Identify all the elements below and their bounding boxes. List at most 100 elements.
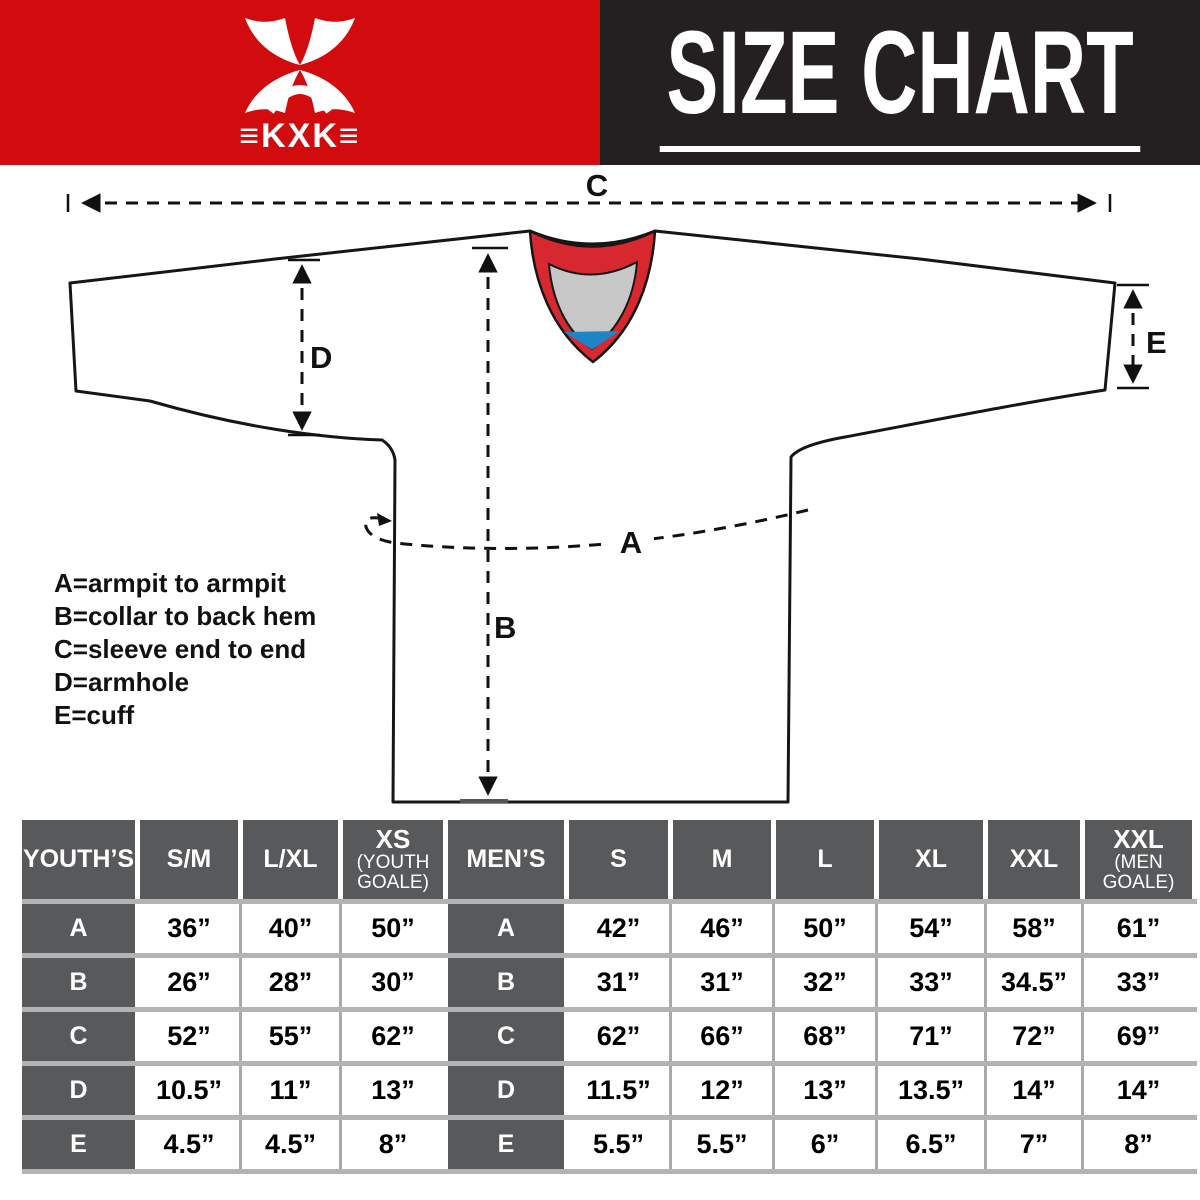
col-header-xl: XL <box>879 820 983 899</box>
col-header-m: M <box>673 820 771 899</box>
measurement-legend: A=armpit to armpit B=collar to back hem … <box>54 567 316 732</box>
a-girth-curve <box>364 508 809 550</box>
cell-value: 11.5” <box>569 1066 668 1115</box>
cell-value: 36” <box>140 904 238 953</box>
row-label: E <box>22 1120 135 1169</box>
cell-value: 52” <box>140 1012 238 1061</box>
cell-value: 5.5” <box>669 1120 771 1169</box>
table-row: C 52” 55” 62” C 62” 66” 68” 71” 72” 69” <box>22 1012 1197 1061</box>
cell-value: 54” <box>875 904 983 953</box>
cell-value: 50” <box>339 904 443 953</box>
row-label: C <box>22 1012 135 1061</box>
cell-value: 31” <box>569 958 668 1007</box>
d-label: D <box>310 340 332 375</box>
cell-value: 68” <box>772 1012 874 1061</box>
cell-value: 8” <box>1081 1120 1192 1169</box>
col-header-s: S <box>569 820 668 899</box>
cell-value: 10.5” <box>140 1066 238 1115</box>
cell-value: 14” <box>1081 1066 1192 1115</box>
cell-value: 14” <box>984 1066 1080 1115</box>
cell-value: 6” <box>772 1120 874 1169</box>
cell-value: 4.5” <box>140 1120 238 1169</box>
cell-value: 8” <box>339 1120 443 1169</box>
legend-line-a: A=armpit to armpit <box>54 568 286 598</box>
cell-value: 34.5” <box>984 958 1080 1007</box>
cell-value: 32” <box>772 958 874 1007</box>
row-separator <box>22 1061 1197 1066</box>
e-label: E <box>1146 325 1167 360</box>
table-row: A 36” 40” 50” A 42” 46” 50” 54” 58” 61” <box>22 904 1197 953</box>
cell-value: 30” <box>339 958 443 1007</box>
col-header-xxl: XXL <box>988 820 1080 899</box>
cell-value: 13.5” <box>875 1066 983 1115</box>
cell-value: 13” <box>339 1066 443 1115</box>
row-label: E <box>448 1120 564 1169</box>
brand-panel: ≡KXK≡ <box>0 0 600 165</box>
cell-value: 66” <box>669 1012 771 1061</box>
col-header-xxl-men-goalie: XXL (MEN GOALE) <box>1085 820 1192 899</box>
row-label: D <box>448 1066 564 1115</box>
cell-value: 69” <box>1081 1012 1192 1061</box>
cell-value: 62” <box>339 1012 443 1061</box>
cell-value: 55” <box>239 1012 338 1061</box>
jersey-drawing: C D B E A <box>66 168 1167 804</box>
cell-value: 13” <box>772 1066 874 1115</box>
row-label: D <box>22 1066 135 1115</box>
cell-value: 4.5” <box>239 1120 338 1169</box>
table-header-row: YOUTH’S S/M L/XL XS (YOUTH GOALE) MEN’S … <box>22 820 1197 899</box>
row-separator <box>22 899 1197 904</box>
cell-value: 5.5” <box>569 1120 668 1169</box>
cell-value: 61” <box>1081 904 1192 953</box>
kxk-logo-icon <box>245 17 355 114</box>
cell-value: 28” <box>239 958 338 1007</box>
cell-value: 40” <box>239 904 338 953</box>
col-header-lxl: L/XL <box>243 820 338 899</box>
table-row: D 10.5” 11” 13” D 11.5” 12” 13” 13.5” 14… <box>22 1066 1197 1115</box>
cell-value: 42” <box>569 904 668 953</box>
cell-value: 58” <box>984 904 1080 953</box>
table-row: B 26” 28” 30” B 31” 31” 32” 33” 34.5” 33… <box>22 958 1197 1007</box>
page-header: ≡KXK≡ SIZE CHART <box>0 0 1200 165</box>
col-header-l: L <box>776 820 874 899</box>
brand-wordmark: ≡KXK≡ <box>239 116 361 155</box>
row-separator <box>22 1115 1197 1120</box>
cell-value: 31” <box>669 958 771 1007</box>
col-header-mens: MEN’S <box>448 820 564 899</box>
c-label: C <box>586 168 608 203</box>
legend-line-d: D=armhole <box>54 667 190 697</box>
jersey-diagram: C D B E A <box>0 165 1200 820</box>
row-separator <box>22 1169 1197 1174</box>
title-panel: SIZE CHART <box>600 0 1200 165</box>
cell-value: 6.5” <box>875 1120 983 1169</box>
col-header-youths: YOUTH’S <box>22 820 135 899</box>
legend-line-e: E=cuff <box>54 700 135 730</box>
row-label: B <box>448 958 564 1007</box>
cell-value: 7” <box>984 1120 1080 1169</box>
size-table: YOUTH’S S/M L/XL XS (YOUTH GOALE) MEN’S … <box>22 820 1197 1174</box>
cell-value: 26” <box>140 958 238 1007</box>
legend-line-b: B=collar to back hem <box>54 601 317 631</box>
cell-value: 62” <box>569 1012 668 1061</box>
cell-value: 11” <box>239 1066 338 1115</box>
legend-line-c: C=sleeve end to end <box>54 634 307 664</box>
cell-value: 46” <box>669 904 771 953</box>
collar-inner-gray <box>547 260 639 351</box>
cell-value: 33” <box>875 958 983 1007</box>
cell-value: 72” <box>984 1012 1080 1061</box>
b-label: B <box>494 610 516 645</box>
col-header-xs-youth-goalie: XS (YOUTH GOALE) <box>343 820 443 899</box>
cell-value: 33” <box>1081 958 1192 1007</box>
cell-value: 71” <box>875 1012 983 1061</box>
row-label: A <box>22 904 135 953</box>
row-separator <box>22 1007 1197 1012</box>
cell-value: 50” <box>772 904 874 953</box>
a-label: A <box>620 525 642 560</box>
collar-blue-insert <box>564 331 620 350</box>
col-header-sm: S/M <box>140 820 238 899</box>
row-label: C <box>448 1012 564 1061</box>
a-label-backing <box>608 521 654 559</box>
row-label: A <box>448 904 564 953</box>
a-arrowhead <box>377 513 392 526</box>
table-row: E 4.5” 4.5” 8” E 5.5” 5.5” 6” 6.5” 7” 8” <box>22 1120 1197 1169</box>
